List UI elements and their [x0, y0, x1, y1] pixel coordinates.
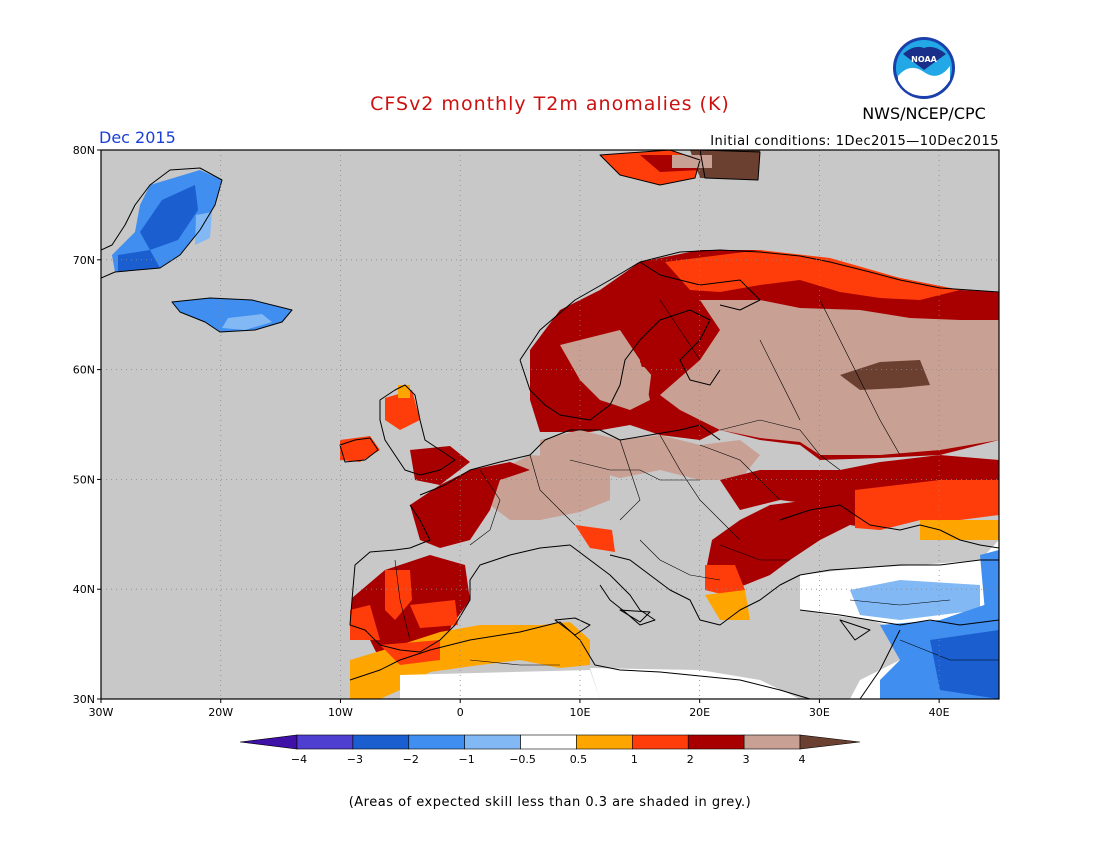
colorbar-label: −3: [347, 753, 363, 766]
colorbar-swatch: [576, 734, 633, 750]
colorbar: −4 −3 −2 −1 −0.5 0.5 1 2 3 4: [239, 734, 861, 766]
colorbar-swatch: [687, 734, 745, 750]
colorbar-label: 4: [799, 753, 806, 766]
lon-tick-label: 20E: [689, 706, 710, 719]
skill-note: (Areas of expected skill less than 0.3 a…: [349, 795, 752, 810]
agency-label: NWS/NCEP/CPC: [862, 104, 986, 123]
colorbar-swatch: [408, 734, 465, 750]
colorbar-swatch: [464, 734, 521, 750]
lat-tick-label: 40N: [73, 583, 95, 596]
lon-tick-label: 20W: [208, 706, 233, 719]
map-title: CFSv2 monthly T2m anomalies (K): [370, 93, 730, 115]
lon-tick-label: 0: [457, 706, 464, 719]
noaa-logo: NOAA: [893, 37, 955, 99]
colorbar-swatch: [352, 734, 410, 750]
colorbar-label: −0.5: [509, 753, 536, 766]
lon-tick-label: 30W: [89, 706, 114, 719]
anomaly-map: 30W 20W 10W 0 10E 20E 30E 40E 30N 40N 50N 60N 70N 80N: [73, 144, 1000, 719]
map-frame: [100, 149, 1000, 700]
colorbar-label: 3: [743, 753, 750, 766]
colorbar-swatch: [632, 734, 689, 750]
colorbar-label: 1: [631, 753, 638, 766]
lon-tick-label: 10E: [569, 706, 590, 719]
colorbar-label: 0.5: [570, 753, 588, 766]
colorbar-arrow-high: [799, 734, 861, 750]
colorbar-swatch: [520, 734, 577, 750]
colorbar-swatch: [743, 734, 801, 750]
forecast-month: Dec 2015: [99, 128, 176, 147]
anomaly-shading: [112, 150, 999, 699]
colorbar-label: −1: [459, 753, 475, 766]
lon-tick-label: 40E: [929, 706, 950, 719]
noaa-logo-text: NOAA: [911, 55, 937, 64]
lat-tick-label: 50N: [73, 473, 95, 486]
colorbar-label: −2: [403, 753, 419, 766]
initial-conditions: Initial conditions: 1Dec2015—10Dec2015: [710, 134, 999, 149]
lat-tick-label: 70N: [73, 254, 95, 267]
lat-tick-label: 80N: [73, 144, 95, 157]
lon-tick-label: 30E: [809, 706, 830, 719]
axis-ticks: 30W 20W 10W 0 10E 20E 30E 40E 30N 40N 50N 60N 70N 80N: [73, 144, 950, 719]
colorbar-label: 2: [687, 753, 694, 766]
colorbar-swatch: [296, 734, 354, 750]
colorbar-arrow-low: [239, 734, 298, 750]
lon-tick-label: 10W: [328, 706, 353, 719]
borders: [394, 299, 999, 666]
lat-tick-label: 60N: [73, 364, 95, 377]
colorbar-label: −4: [291, 753, 307, 766]
lat-tick-label: 30N: [73, 693, 95, 706]
